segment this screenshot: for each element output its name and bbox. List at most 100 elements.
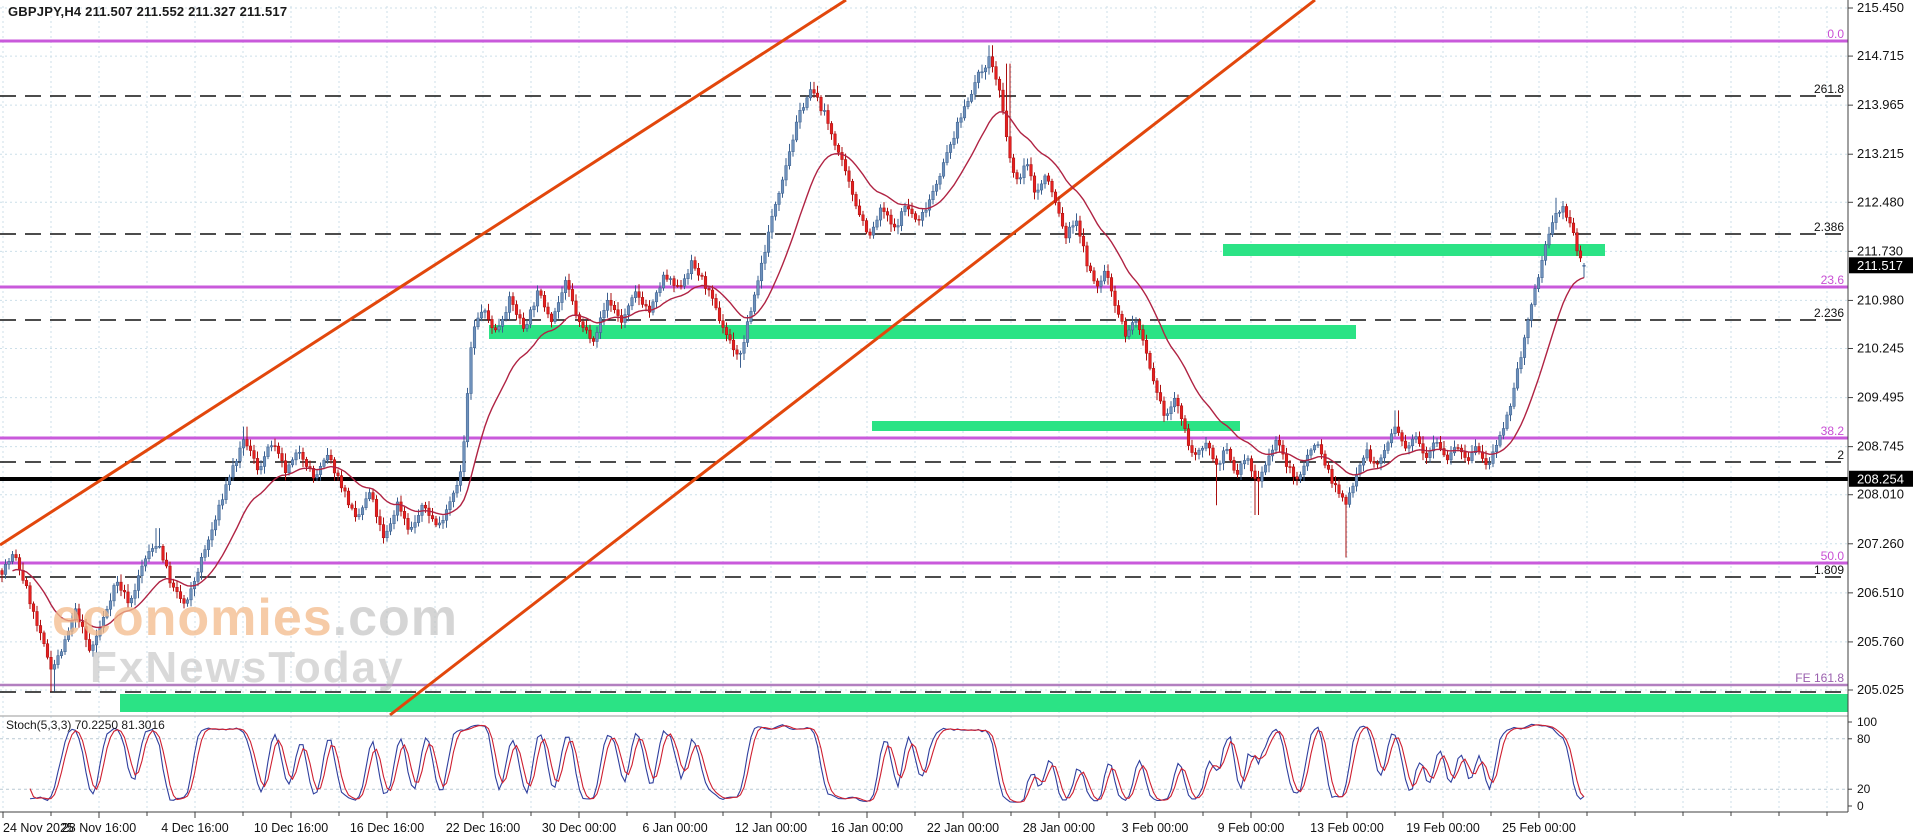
candle-body <box>794 121 799 141</box>
time-tick-label: 19 Feb 00:00 <box>1406 821 1480 835</box>
candle <box>462 435 466 477</box>
candle-body <box>1277 439 1282 446</box>
price-axis[interactable]: 215.450 214.715 213.965 213.215 212.480 211.7… <box>1847 0 1913 813</box>
candle-body <box>1081 235 1086 247</box>
candle <box>906 198 911 217</box>
candle <box>1274 436 1278 454</box>
candle-body <box>850 181 855 195</box>
candle <box>882 202 886 219</box>
candle <box>364 491 368 511</box>
supply-demand-zone[interactable] <box>489 325 1356 339</box>
candle <box>1564 203 1569 222</box>
candle <box>437 516 442 529</box>
candle-body <box>700 274 704 277</box>
supply-demand-zone[interactable] <box>872 421 1240 431</box>
candle <box>766 224 771 257</box>
candle <box>336 469 340 481</box>
time-tick-label: 13 Feb 00:00 <box>1310 821 1384 835</box>
candle <box>1337 479 1341 498</box>
candle <box>917 215 921 226</box>
candle-body <box>868 231 872 236</box>
ascending-trendline[interactable] <box>389 0 1316 717</box>
candle <box>10 551 15 565</box>
candle-body <box>283 460 288 473</box>
candle <box>759 255 764 289</box>
candle-body <box>570 289 575 302</box>
candle-body <box>801 107 806 111</box>
moving-average-line[interactable] <box>12 111 1585 629</box>
candle-body <box>588 329 592 339</box>
candle <box>969 89 974 104</box>
candle <box>675 279 680 288</box>
candle-body <box>45 643 50 658</box>
candle-body <box>595 332 599 342</box>
candle-body <box>934 183 939 192</box>
candle <box>630 294 634 311</box>
candle <box>997 76 1002 98</box>
candle <box>672 275 676 293</box>
candle <box>623 308 627 329</box>
candle-body <box>910 208 914 214</box>
price-tick-label: 212.480 <box>1857 194 1904 209</box>
candle-body <box>651 301 655 313</box>
candle-body <box>1123 321 1128 337</box>
candle-body <box>787 151 792 166</box>
candle-body <box>518 314 522 319</box>
candle-body <box>346 490 351 506</box>
candle-body <box>899 211 904 226</box>
candle-body <box>14 554 18 558</box>
candle <box>1256 470 1261 516</box>
candle <box>637 284 641 306</box>
candle-body <box>805 97 809 108</box>
candle-body <box>955 121 960 139</box>
fib-level-label: 0.0 <box>1827 27 1844 41</box>
candle-body <box>714 298 718 309</box>
candle-body <box>423 504 428 509</box>
candle <box>1046 172 1051 185</box>
candle <box>791 134 795 157</box>
candle <box>1018 173 1023 185</box>
supply-demand-zone[interactable] <box>120 694 1848 712</box>
candle-body <box>1372 461 1376 464</box>
candle-body <box>448 501 452 510</box>
candle <box>441 515 445 529</box>
candle <box>829 121 834 140</box>
candle <box>367 488 372 502</box>
candle-body <box>1242 460 1247 465</box>
candle-body <box>724 327 729 335</box>
candle-body <box>1246 458 1250 461</box>
candle <box>1109 273 1114 297</box>
candle <box>77 603 81 628</box>
candle <box>665 269 669 282</box>
stoch-scale-label: 20 <box>1857 782 1871 796</box>
ascending-trendline[interactable] <box>0 0 847 547</box>
candle <box>616 302 620 322</box>
black-line-price-badge-bg <box>1849 470 1913 487</box>
candle <box>532 302 536 318</box>
candle-body <box>693 260 697 269</box>
candle-body <box>1134 320 1138 323</box>
candle <box>948 141 953 159</box>
candle <box>994 61 998 86</box>
candle-body <box>458 471 463 486</box>
candle <box>1141 324 1145 346</box>
price-tick-label: 215.450 <box>1857 0 1904 15</box>
supply-demand-zone[interactable] <box>1223 244 1605 256</box>
candle <box>1494 439 1499 459</box>
candle-body <box>966 101 970 107</box>
candle-body <box>1204 442 1208 449</box>
candle-body <box>157 546 162 548</box>
candle-body <box>269 445 274 448</box>
candle-body <box>602 310 606 319</box>
candle-body <box>1158 392 1163 402</box>
candle-body <box>665 274 669 280</box>
candle <box>1505 411 1509 431</box>
candle-body <box>1582 265 1586 267</box>
candle-body <box>1421 443 1425 454</box>
candle-body <box>1501 428 1506 436</box>
candle-body <box>1526 319 1530 339</box>
candle-body <box>819 97 823 112</box>
candle <box>1071 220 1075 234</box>
